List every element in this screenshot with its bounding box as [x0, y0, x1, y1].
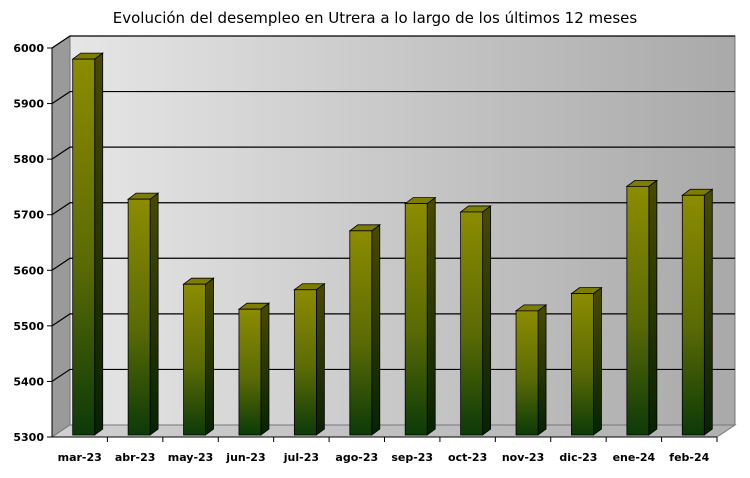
- bar-side: [703, 188, 713, 436]
- bar-front: [293, 289, 317, 436]
- x-tick-label: abr-23: [115, 451, 156, 464]
- bar-front: [349, 230, 373, 436]
- x-tick-label: jun-23: [225, 451, 265, 464]
- gridline: [51, 146, 735, 160]
- bar-front: [681, 194, 705, 436]
- bar-front: [515, 310, 539, 436]
- gridline: [51, 35, 735, 49]
- bar-front: [238, 308, 262, 436]
- gridline: [51, 90, 735, 105]
- x-tick-label: may-23: [168, 451, 214, 464]
- bar-front: [404, 203, 428, 436]
- y-tick-label: 6000: [13, 42, 44, 55]
- y-tick-label: 5800: [13, 153, 44, 166]
- gridline: [51, 368, 735, 382]
- x-tick-label: jul-23: [283, 451, 319, 464]
- bar-front: [460, 211, 484, 436]
- bar: [237, 302, 271, 436]
- y-tick-label: 5400: [13, 375, 44, 388]
- bar-side: [149, 192, 159, 436]
- plot-background: [50, 35, 737, 438]
- bar-side: [205, 277, 214, 436]
- bar-side: [482, 205, 492, 436]
- chart-title: Evolución del desempleo en Utrera a lo l…: [112, 9, 638, 27]
- bar: [404, 196, 437, 436]
- gridline: [51, 313, 735, 327]
- bar-front: [72, 58, 96, 436]
- x-tick-label: sep-23: [391, 451, 433, 464]
- x-tick-label: oct-23: [448, 451, 487, 464]
- x-tick-label: dic-23: [559, 451, 597, 464]
- y-tick-label: 5900: [13, 98, 44, 111]
- x-tick-label: nov-23: [502, 451, 544, 464]
- bar: [570, 286, 603, 436]
- y-tick-label: 5700: [13, 209, 44, 222]
- gridlines: [51, 35, 735, 382]
- bar: [348, 224, 381, 436]
- gridline: [51, 257, 735, 271]
- y-axis-ticks: 5300 5400 5500 5600 5700 5800 5900 6000: [13, 42, 717, 444]
- y-tick-label: 5500: [13, 320, 44, 333]
- side-wall: [51, 35, 71, 438]
- x-axis-ticks: mar-23 abr-23 may-23 jun-23 jul-23 ago-23 sep-…: [58, 437, 718, 464]
- bar-front: [127, 198, 151, 436]
- bar: [126, 192, 160, 436]
- bar-side: [593, 286, 602, 436]
- bar: [459, 205, 492, 436]
- bars: [71, 52, 714, 436]
- bar-side: [537, 304, 547, 436]
- y-tick-label: 5300: [13, 431, 44, 444]
- x-tick-label: mar-23: [58, 451, 102, 464]
- bar-side: [260, 302, 270, 436]
- x-tick-label: ene-24: [613, 451, 656, 464]
- bar-front: [626, 185, 650, 436]
- x-tick-label: ago-23: [335, 451, 378, 464]
- y-tick-label: 5600: [13, 264, 44, 277]
- bar-front: [571, 293, 594, 436]
- bar-side: [371, 224, 381, 436]
- bar: [182, 277, 215, 436]
- x-tick-label: feb-24: [669, 451, 709, 464]
- gridline: [51, 202, 735, 216]
- bar: [71, 52, 104, 436]
- bar-front: [183, 283, 206, 436]
- bar-side: [315, 282, 325, 436]
- bar: [293, 282, 326, 436]
- bar-side: [94, 52, 104, 436]
- bar: [514, 304, 548, 436]
- bar-side: [648, 179, 658, 436]
- bar: [625, 179, 659, 436]
- bar-side: [426, 196, 436, 436]
- bar: [681, 188, 714, 436]
